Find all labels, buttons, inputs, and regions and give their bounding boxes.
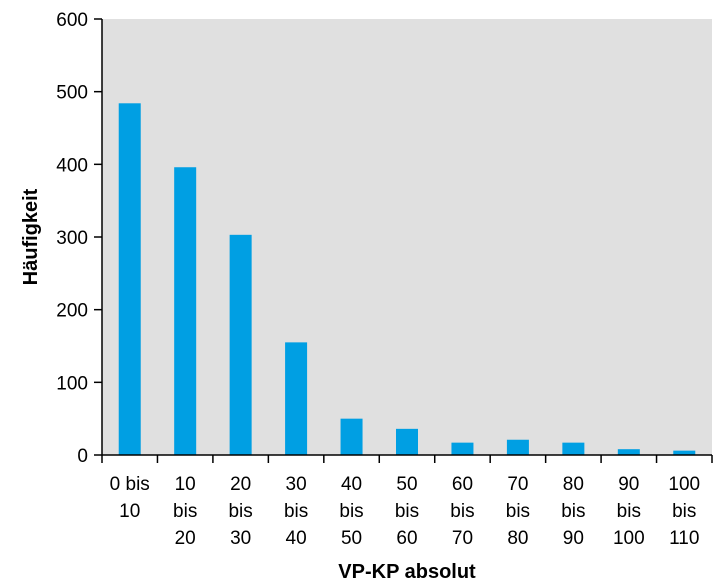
x-tick-label: 30 bis 40: [284, 474, 308, 549]
bar-2: [229, 234, 252, 455]
bar-3: [285, 342, 308, 455]
plot-area: [102, 19, 712, 455]
bar-1: [174, 167, 197, 456]
axes-group: [94, 18, 713, 463]
bar-4: [340, 418, 363, 455]
bar-10: [673, 450, 696, 455]
bar-6: [451, 442, 474, 455]
y-tick-labels: 0 100 200 300 400 500 600: [56, 10, 88, 467]
x-tick-label: 60 bis 70: [450, 474, 474, 549]
y-tick-label: 200: [56, 301, 88, 322]
x-tick-label: 50 bis 60: [395, 474, 419, 549]
bar-8: [562, 442, 585, 455]
x-tick-label: 10 bis 20: [173, 474, 197, 549]
y-axis-title: Häufigkeit: [20, 188, 42, 285]
bars-group: [118, 103, 696, 456]
x-tick-label: 90 bis 100: [613, 474, 645, 549]
x-tick-label: 20 bis 30: [228, 474, 252, 549]
x-tick-label: 0 bis 10: [110, 474, 150, 522]
bar-9: [617, 449, 640, 455]
bar-5: [396, 428, 418, 455]
y-tick-label: 100: [56, 373, 88, 394]
y-tick-label: 400: [56, 155, 88, 176]
x-axis-title: VP-KP absolut: [338, 561, 476, 583]
x-tick-labels: 0 bis 10 10 bis 20 20 bis 30 30 bis 40 40 bis 50 50 bis…: [110, 474, 700, 549]
bar-7: [506, 439, 529, 455]
y-tick-label: 600: [56, 10, 88, 31]
y-tick-label: 0: [77, 446, 88, 467]
x-tick-label: 80 bis 90: [561, 474, 585, 549]
y-tick-label: 300: [56, 228, 88, 249]
x-tick-label: 100 bis 110: [668, 474, 700, 549]
bar-0: [118, 103, 141, 455]
x-tick-label: 40 bis 50: [339, 474, 363, 549]
x-tick-label: 70 bis 80: [506, 474, 530, 549]
y-tick-label: 500: [56, 83, 88, 104]
